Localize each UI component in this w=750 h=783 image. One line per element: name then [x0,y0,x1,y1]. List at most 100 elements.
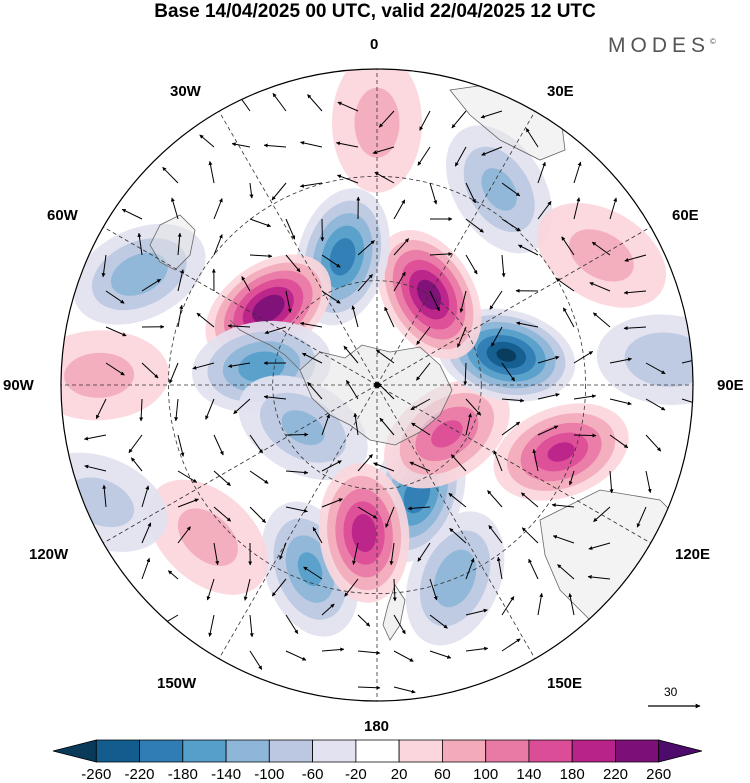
colorbar-segment [528,739,573,763]
wind-arrow [170,197,179,220]
wind-arrow [681,358,693,364]
wind-arrow [557,564,575,580]
anomaly-center [61,330,170,421]
wind-arrow [573,394,597,400]
wind-arrow [501,218,521,232]
wind-arrow [454,146,467,167]
wind-arrow [177,470,198,483]
wind-arrow [357,240,375,256]
colorbar-tick-label: -260 [81,766,112,783]
wind-arrow [301,352,323,364]
wind-arrow [623,326,647,331]
brand-copyright-mark: © [710,37,716,46]
wind-arrow [501,254,506,278]
meridian-label-90w: 90W [3,377,34,394]
wind-arrow [393,614,406,635]
wind-arrow [121,208,143,220]
colorbar-segment [355,739,400,763]
wind-arrow [491,326,503,347]
wind-arrow [429,290,440,312]
wind-arrow [501,398,525,403]
colorbar-segment [268,739,314,763]
wind-arrow [537,355,560,364]
wind-arrow [645,434,662,452]
wind-arrow [573,433,597,438]
latitude-circle [272,280,482,490]
wind-arrow [206,578,215,601]
anomaly-contour [252,294,285,324]
wind-arrow [141,557,151,580]
colorbar-segment [225,739,270,763]
wind-arrow [169,362,179,384]
colorbar-segment [52,739,97,763]
wind-arrow [521,527,539,544]
wind-arrow [263,143,287,148]
colorbar-segment [312,739,357,763]
wind-arrow [449,528,467,544]
wind-arrow [264,326,287,335]
wind-arrow [516,321,539,328]
graticule [61,69,693,701]
wind-arrow [537,592,544,616]
colorbar-segment [95,739,140,763]
wind-arrow [141,362,159,379]
wind-arrow [177,269,185,292]
wind-arrow [321,290,341,304]
meridian-line [376,384,651,544]
wind-arrow [357,650,381,655]
wind-arrow [450,454,467,472]
map-title: Base 14/04/2025 00 UTC, valid 22/04/2025… [154,1,596,22]
wind-arrow [353,412,359,436]
reference-vector-label: 30 [664,685,678,699]
wind-arrow [299,182,323,188]
wind-arrow [337,174,359,184]
wind-arrow [337,101,359,112]
anomaly-contour [481,168,517,211]
wind-arrow [312,526,323,544]
wind-arrow [227,323,251,328]
south-america-coastline [149,214,196,271]
wind-arrow [249,614,254,638]
wind-arrow [393,199,406,220]
wind-arrow [393,650,414,662]
anomaly-contour [329,238,356,276]
wind-arrow [177,304,184,328]
wind-arrow [285,290,292,313]
wind-arrow [378,383,395,400]
meridian-label-60w: 60W [47,207,78,224]
colorbar-tick-label: -140 [211,766,242,783]
anomaly-contour [351,513,377,553]
meridian-label-0: 0 [370,36,379,53]
wind-arrow [463,362,468,386]
wind-arrow [249,506,266,523]
wind-arrow [465,182,476,204]
wind-arrow [231,142,251,148]
wind-arrow [465,413,472,436]
wind-arrow [532,449,539,472]
wind-arrow [645,362,666,375]
wind-arrow [205,398,215,420]
wind-arrow [487,490,503,508]
wind-arrow [213,542,220,566]
wind-arrow [307,381,323,400]
meridian-line [218,111,378,386]
colorbar-tick-label: 100 [473,766,499,783]
wind-arrow [609,434,629,449]
wind-arrow [551,503,575,508]
colorbar-tick-label: 220 [602,766,629,783]
wind-arrow [489,290,503,310]
wind-arrow [645,470,652,493]
wind-arrow [299,321,323,328]
wind-arrow [407,506,431,511]
wind-arrow [496,556,503,580]
wind-arrow [321,647,345,652]
wind-arrow [177,526,191,544]
colorbar-segment [441,739,487,763]
wind-arrow [233,398,251,415]
colorbar-tick-label: 20 [390,766,408,783]
colorbar-tick-label: 140 [516,766,542,783]
meridian-line [376,226,651,386]
wind-arrow [373,462,395,472]
wind-arrow [528,558,539,580]
colorbar-tick-label: -60 [301,766,324,783]
